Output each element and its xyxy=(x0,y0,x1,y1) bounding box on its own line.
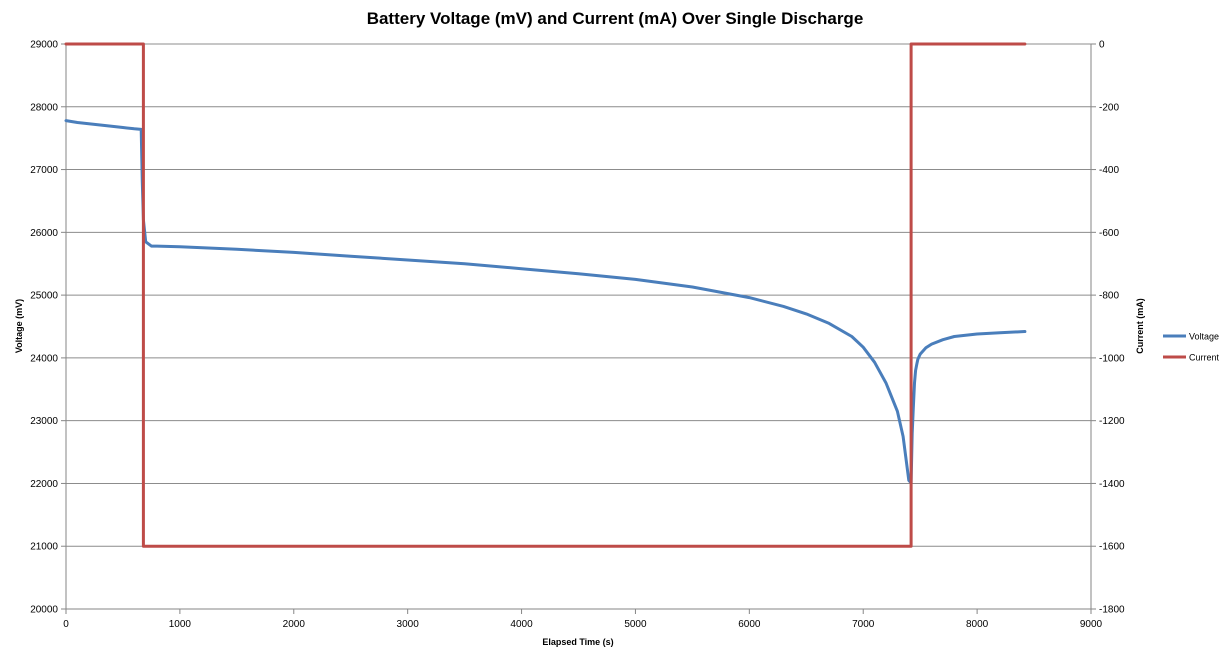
axes-layer xyxy=(61,43,1096,614)
ticks-layer: 2000021000220002300024000250002600027000… xyxy=(30,40,1125,631)
y2-tick-label: -1400 xyxy=(1099,479,1125,490)
y-tick-label: 24000 xyxy=(30,353,58,364)
y-axis-label: Voltage (mV) xyxy=(14,299,24,353)
y2-tick-label: -1600 xyxy=(1099,542,1125,553)
y2-axis-label: Current (mA) xyxy=(1135,298,1145,354)
x-tick-label: 8000 xyxy=(966,619,989,630)
y-tick-label: 22000 xyxy=(30,479,58,490)
y-tick-label: 25000 xyxy=(30,291,58,302)
x-tick-label: 0 xyxy=(63,619,69,630)
x-tick-label: 6000 xyxy=(738,619,761,630)
x-tick-label: 7000 xyxy=(852,619,875,630)
y2-tick-label: -800 xyxy=(1099,291,1119,302)
y-tick-label: 27000 xyxy=(30,165,58,176)
y2-tick-label: -400 xyxy=(1099,165,1119,176)
x-tick-label: 1000 xyxy=(169,619,192,630)
legend-label-voltage: Voltage xyxy=(1189,332,1219,342)
y-tick-label: 20000 xyxy=(30,605,58,616)
legend: Voltage Current xyxy=(1163,332,1220,363)
y2-tick-label: 0 xyxy=(1099,40,1105,51)
y2-tick-label: -200 xyxy=(1099,102,1119,113)
x-tick-label: 4000 xyxy=(510,619,533,630)
series-layer xyxy=(64,42,1027,548)
x-tick-label: 9000 xyxy=(1080,619,1103,630)
x-axis-label: Elapsed Time (s) xyxy=(542,637,613,647)
y-tick-label: 23000 xyxy=(30,416,58,427)
grid-layer xyxy=(66,43,1091,547)
y-tick-label: 28000 xyxy=(30,102,58,113)
y2-tick-label: -1200 xyxy=(1099,416,1125,427)
y2-tick-label: -600 xyxy=(1099,228,1119,239)
series-line-voltage xyxy=(64,119,1027,485)
x-tick-label: 2000 xyxy=(283,619,306,630)
y2-tick-label: -1000 xyxy=(1099,353,1125,364)
y-tick-label: 26000 xyxy=(30,228,58,239)
x-tick-label: 5000 xyxy=(624,619,647,630)
legend-label-current: Current xyxy=(1189,353,1220,363)
series-line-current xyxy=(64,42,1027,548)
y-tick-label: 21000 xyxy=(30,542,58,553)
y-tick-label: 29000 xyxy=(30,40,58,51)
chart-title: Battery Voltage (mV) and Current (mA) Ov… xyxy=(367,9,864,28)
y2-tick-label: -1800 xyxy=(1099,605,1125,616)
x-tick-label: 3000 xyxy=(397,619,420,630)
